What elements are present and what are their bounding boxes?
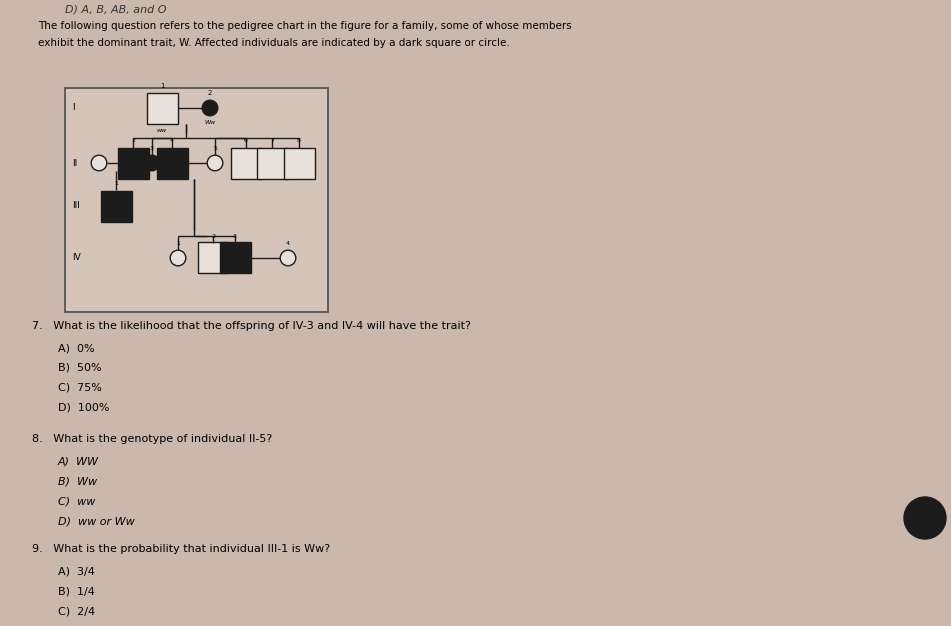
Text: D)  100%: D) 100% xyxy=(58,403,109,413)
Text: Ww: Ww xyxy=(204,120,216,125)
Text: 4: 4 xyxy=(286,241,290,246)
Text: ww: ww xyxy=(157,128,167,133)
Text: IV: IV xyxy=(72,254,81,262)
FancyBboxPatch shape xyxy=(198,242,228,274)
Text: A)  WW: A) WW xyxy=(58,456,99,466)
Text: 1: 1 xyxy=(114,182,118,187)
Text: 4: 4 xyxy=(170,138,174,143)
Circle shape xyxy=(281,250,296,266)
FancyBboxPatch shape xyxy=(157,148,187,178)
Text: 7.   What is the likelihood that the offspring of IV-3 and IV-4 will have the tr: 7. What is the likelihood that the offsp… xyxy=(32,321,471,331)
Text: C)  2/4: C) 2/4 xyxy=(58,606,95,616)
Text: 9.   What is the probability that individual III-1 is Ww?: 9. What is the probability that individu… xyxy=(32,544,330,554)
Text: 8.   What is the genotype of individual II-5?: 8. What is the genotype of individual II… xyxy=(32,434,272,444)
Text: 6: 6 xyxy=(244,138,248,143)
Circle shape xyxy=(145,155,160,171)
Circle shape xyxy=(91,155,107,171)
FancyBboxPatch shape xyxy=(146,93,178,123)
Circle shape xyxy=(170,250,185,266)
Text: 5: 5 xyxy=(213,146,217,151)
FancyBboxPatch shape xyxy=(283,148,315,178)
Text: C)  ww: C) ww xyxy=(58,496,95,506)
Circle shape xyxy=(207,155,223,171)
Text: B)  50%: B) 50% xyxy=(58,363,102,373)
FancyBboxPatch shape xyxy=(65,88,328,312)
Text: 2: 2 xyxy=(131,138,135,143)
FancyBboxPatch shape xyxy=(118,148,148,178)
Text: 2: 2 xyxy=(208,90,212,96)
FancyBboxPatch shape xyxy=(257,148,287,178)
FancyBboxPatch shape xyxy=(101,190,131,222)
Text: The following question refers to the pedigree chart in the figure for a family, : The following question refers to the ped… xyxy=(38,21,572,31)
Text: B)  Ww: B) Ww xyxy=(58,476,97,486)
Text: B)  1/4: B) 1/4 xyxy=(58,586,95,596)
Text: D) A, B, AB, and O: D) A, B, AB, and O xyxy=(65,5,166,15)
Text: 8: 8 xyxy=(297,138,301,143)
Circle shape xyxy=(203,100,218,116)
Text: I: I xyxy=(72,103,74,113)
Text: III: III xyxy=(72,202,80,210)
Text: D)  ww or Ww: D) ww or Ww xyxy=(58,516,135,526)
Text: 3: 3 xyxy=(150,146,154,151)
Text: 7: 7 xyxy=(270,138,274,143)
Text: 2: 2 xyxy=(211,233,215,239)
Text: II: II xyxy=(72,158,77,168)
Text: exhibit the dominant trait, W. Affected individuals are indicated by a dark squa: exhibit the dominant trait, W. Affected … xyxy=(38,38,510,48)
Text: 1: 1 xyxy=(160,83,165,88)
Text: A)  0%: A) 0% xyxy=(58,343,95,353)
Text: A)  3/4: A) 3/4 xyxy=(58,566,95,576)
FancyBboxPatch shape xyxy=(220,242,250,274)
Text: 3: 3 xyxy=(233,233,237,239)
Text: C)  75%: C) 75% xyxy=(58,383,102,393)
Circle shape xyxy=(904,497,946,539)
FancyBboxPatch shape xyxy=(230,148,262,178)
Text: 1: 1 xyxy=(176,241,180,246)
